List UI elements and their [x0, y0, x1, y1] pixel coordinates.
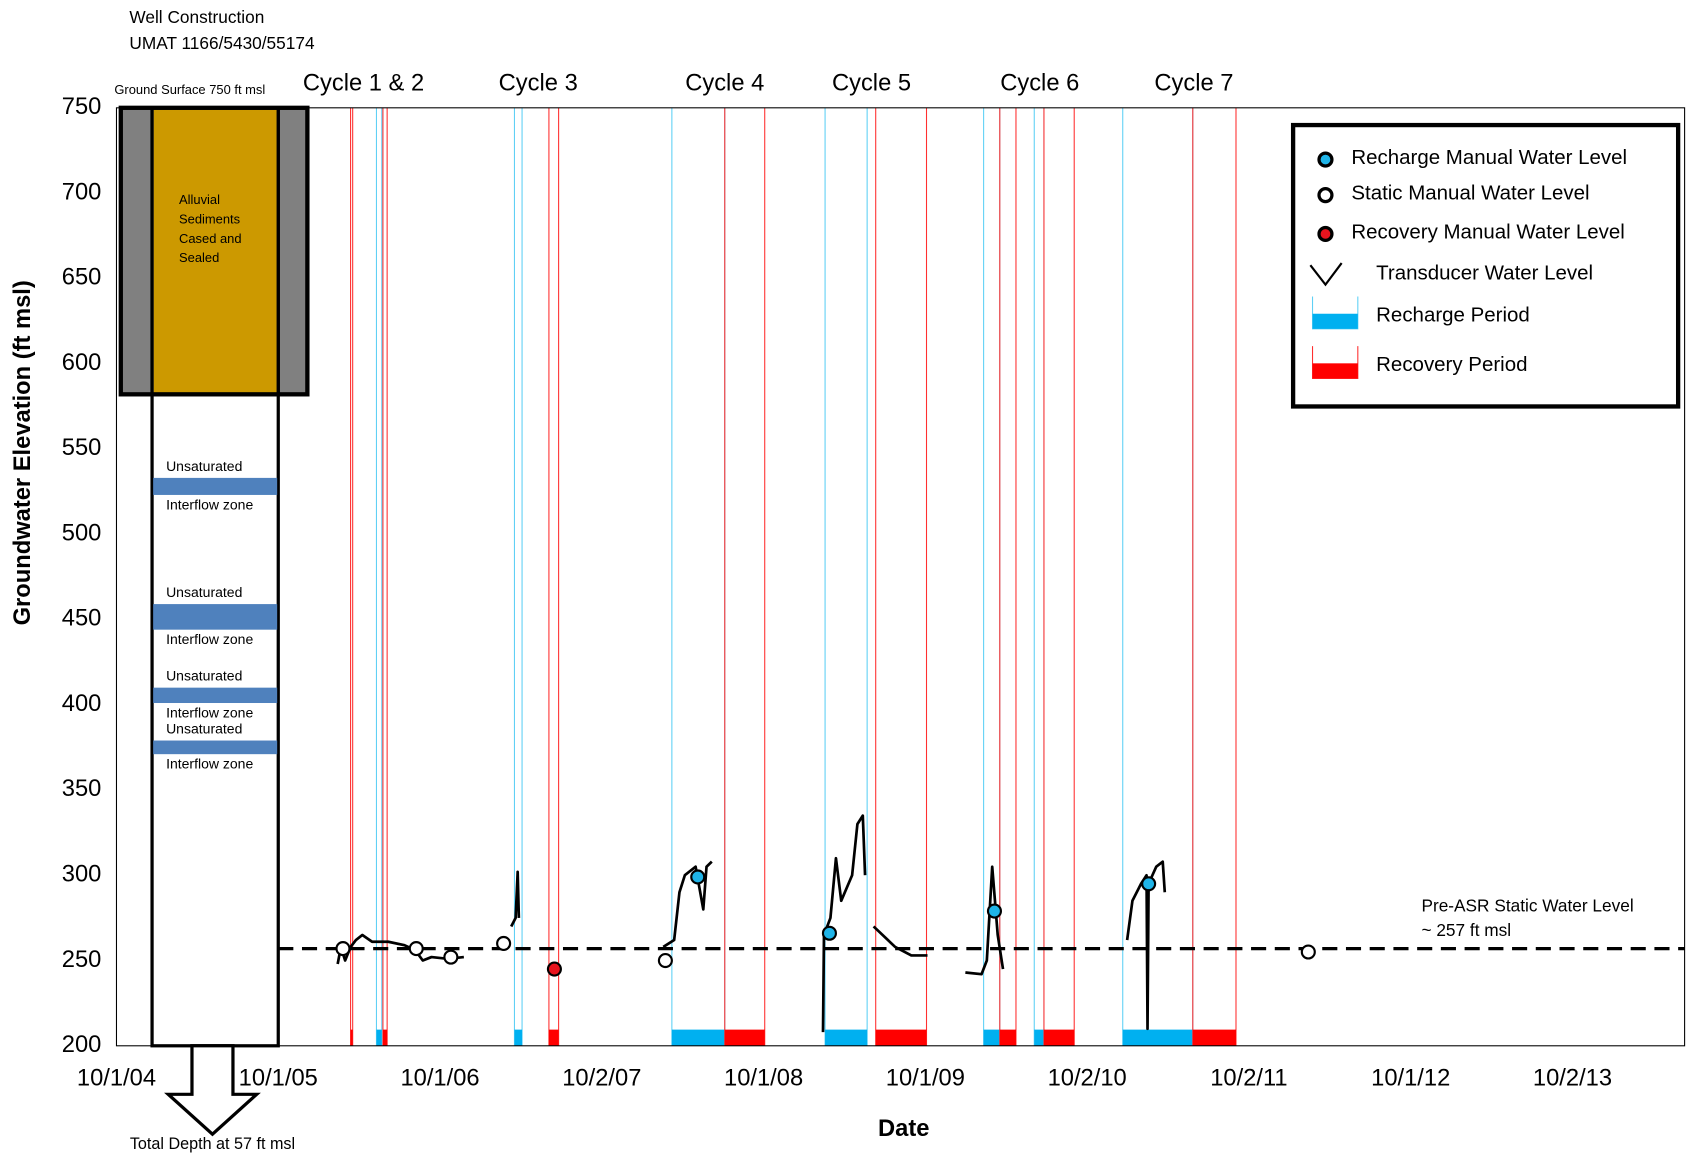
zone-label: Unsaturated	[166, 668, 242, 684]
period-bar	[825, 1030, 867, 1046]
y-tick-label: 700	[62, 179, 102, 205]
x-tick-label: 10/1/06	[400, 1065, 479, 1091]
cycle-label: Cycle 3	[499, 70, 578, 96]
water-level-point	[410, 942, 423, 955]
reference-label: ~ 257 ft msl	[1421, 920, 1511, 940]
period-bar	[984, 1030, 1000, 1046]
y-tick-label: 500	[62, 520, 102, 546]
casing-right	[278, 108, 307, 395]
water-level-point	[691, 870, 704, 883]
water-level-point	[1302, 946, 1315, 959]
y-axis-title: Groundwater Elevation (ft msl)	[10, 280, 36, 625]
x-tick-label: 10/2/13	[1533, 1065, 1612, 1091]
y-tick-label: 250	[62, 947, 102, 973]
legend-label: Static Manual Water Level	[1351, 181, 1589, 204]
x-tick-label: 10/1/08	[724, 1065, 803, 1091]
x-tick-label: 10/1/09	[886, 1065, 965, 1091]
water-level-point	[823, 927, 836, 940]
zone-label: Unsaturated	[166, 584, 242, 600]
water-level-point	[548, 963, 561, 976]
water-level-point	[497, 937, 510, 950]
cycle-label: Cycle 7	[1154, 70, 1233, 96]
legend-label: Transducer Water Level	[1376, 261, 1593, 284]
zone-label: Interflow zone	[166, 756, 253, 772]
y-tick-label: 450	[62, 606, 102, 632]
page: {"chart_data": { "type": "line", "x_labe…	[0, 0, 1690, 1159]
interflow-zone	[153, 604, 277, 630]
period-bar	[725, 1030, 765, 1046]
y-tick-label: 650	[62, 265, 102, 291]
zone-label: Unsaturated	[166, 458, 242, 474]
period-bar	[1000, 1030, 1016, 1046]
period-bar	[1044, 1030, 1074, 1046]
legend-period-bar	[1313, 314, 1358, 329]
period-bar	[376, 1030, 381, 1046]
y-tick-label: 600	[62, 350, 102, 376]
period-bar	[1034, 1030, 1044, 1046]
legend-label: Recovery Period	[1376, 353, 1527, 376]
interflow-zone	[153, 741, 277, 755]
water-level-point	[1142, 877, 1155, 890]
chart: 200 250 300 350 400 450 500 550 600 650 700 750 10/1…	[0, 0, 1690, 1159]
interflow-zone	[153, 478, 277, 495]
x-tick-label: 10/2/11	[1210, 1065, 1287, 1091]
legend: Recharge Manual Water Level Static Manual…	[1293, 125, 1678, 406]
interflow-zone	[153, 688, 277, 703]
period-bar	[383, 1030, 387, 1046]
legend-marker	[1319, 227, 1332, 240]
sediment-label: Alluvial	[179, 192, 220, 207]
zone-label: Interflow zone	[166, 631, 253, 647]
legend-period-bar	[1313, 363, 1358, 378]
water-level-point	[659, 954, 672, 967]
legend-label: Recharge Period	[1376, 303, 1530, 326]
x-tick-label: 10/1/12	[1371, 1065, 1450, 1091]
period-bar	[672, 1030, 725, 1046]
y-tick-label: 550	[62, 435, 102, 461]
y-tick-label: 300	[62, 862, 102, 888]
reference-label: Pre-ASR Static Water Level	[1421, 895, 1633, 915]
x-axis-title: Date	[878, 1116, 929, 1142]
zone-label: Interflow zone	[166, 496, 253, 512]
period-bar	[549, 1030, 559, 1046]
sediment-label: Sediments	[179, 211, 240, 226]
y-tick-label: 350	[62, 776, 102, 802]
cycle-label: Cycle 6	[1000, 70, 1079, 96]
water-level-point	[988, 905, 1001, 918]
well-id: UMAT 1166/5430/55174	[129, 33, 315, 53]
casing-left	[121, 108, 152, 395]
x-tick-label: 10/2/07	[562, 1065, 641, 1091]
legend-marker	[1319, 153, 1332, 166]
well-title: Well Construction	[129, 7, 264, 27]
x-tick-label: 10/2/10	[1048, 1065, 1127, 1091]
water-level-point	[336, 942, 349, 955]
legend-marker	[1319, 189, 1332, 202]
period-bar	[1123, 1030, 1193, 1046]
cycle-label: Cycle 1 & 2	[303, 70, 424, 96]
zone-label: Unsaturated	[166, 720, 242, 736]
y-tick-label: 750	[62, 94, 102, 120]
x-tick-label: 10/1/05	[239, 1065, 318, 1091]
ground-label: Ground Surface 750 ft msl	[114, 82, 265, 97]
y-tick-label: 400	[62, 691, 102, 717]
y-tick-label: 200	[62, 1032, 102, 1058]
period-bar	[514, 1030, 522, 1046]
sediment-label: Cased and	[179, 231, 242, 246]
legend-label: Recharge Manual Water Level	[1351, 146, 1627, 169]
legend-label: Recovery Manual Water Level	[1351, 220, 1624, 243]
water-level-point	[444, 951, 457, 964]
cycle-label: Cycle 5	[832, 70, 911, 96]
total-depth-label: Total Depth at 57 ft msl	[130, 1135, 295, 1153]
zone-label: Interflow zone	[166, 704, 253, 720]
sediment-label: Sealed	[179, 250, 219, 265]
period-bar	[1193, 1030, 1236, 1046]
x-tick-label: 10/1/04	[77, 1065, 156, 1091]
cycle-label: Cycle 4	[685, 70, 764, 96]
period-bar	[876, 1030, 927, 1046]
period-bar	[351, 1030, 353, 1046]
